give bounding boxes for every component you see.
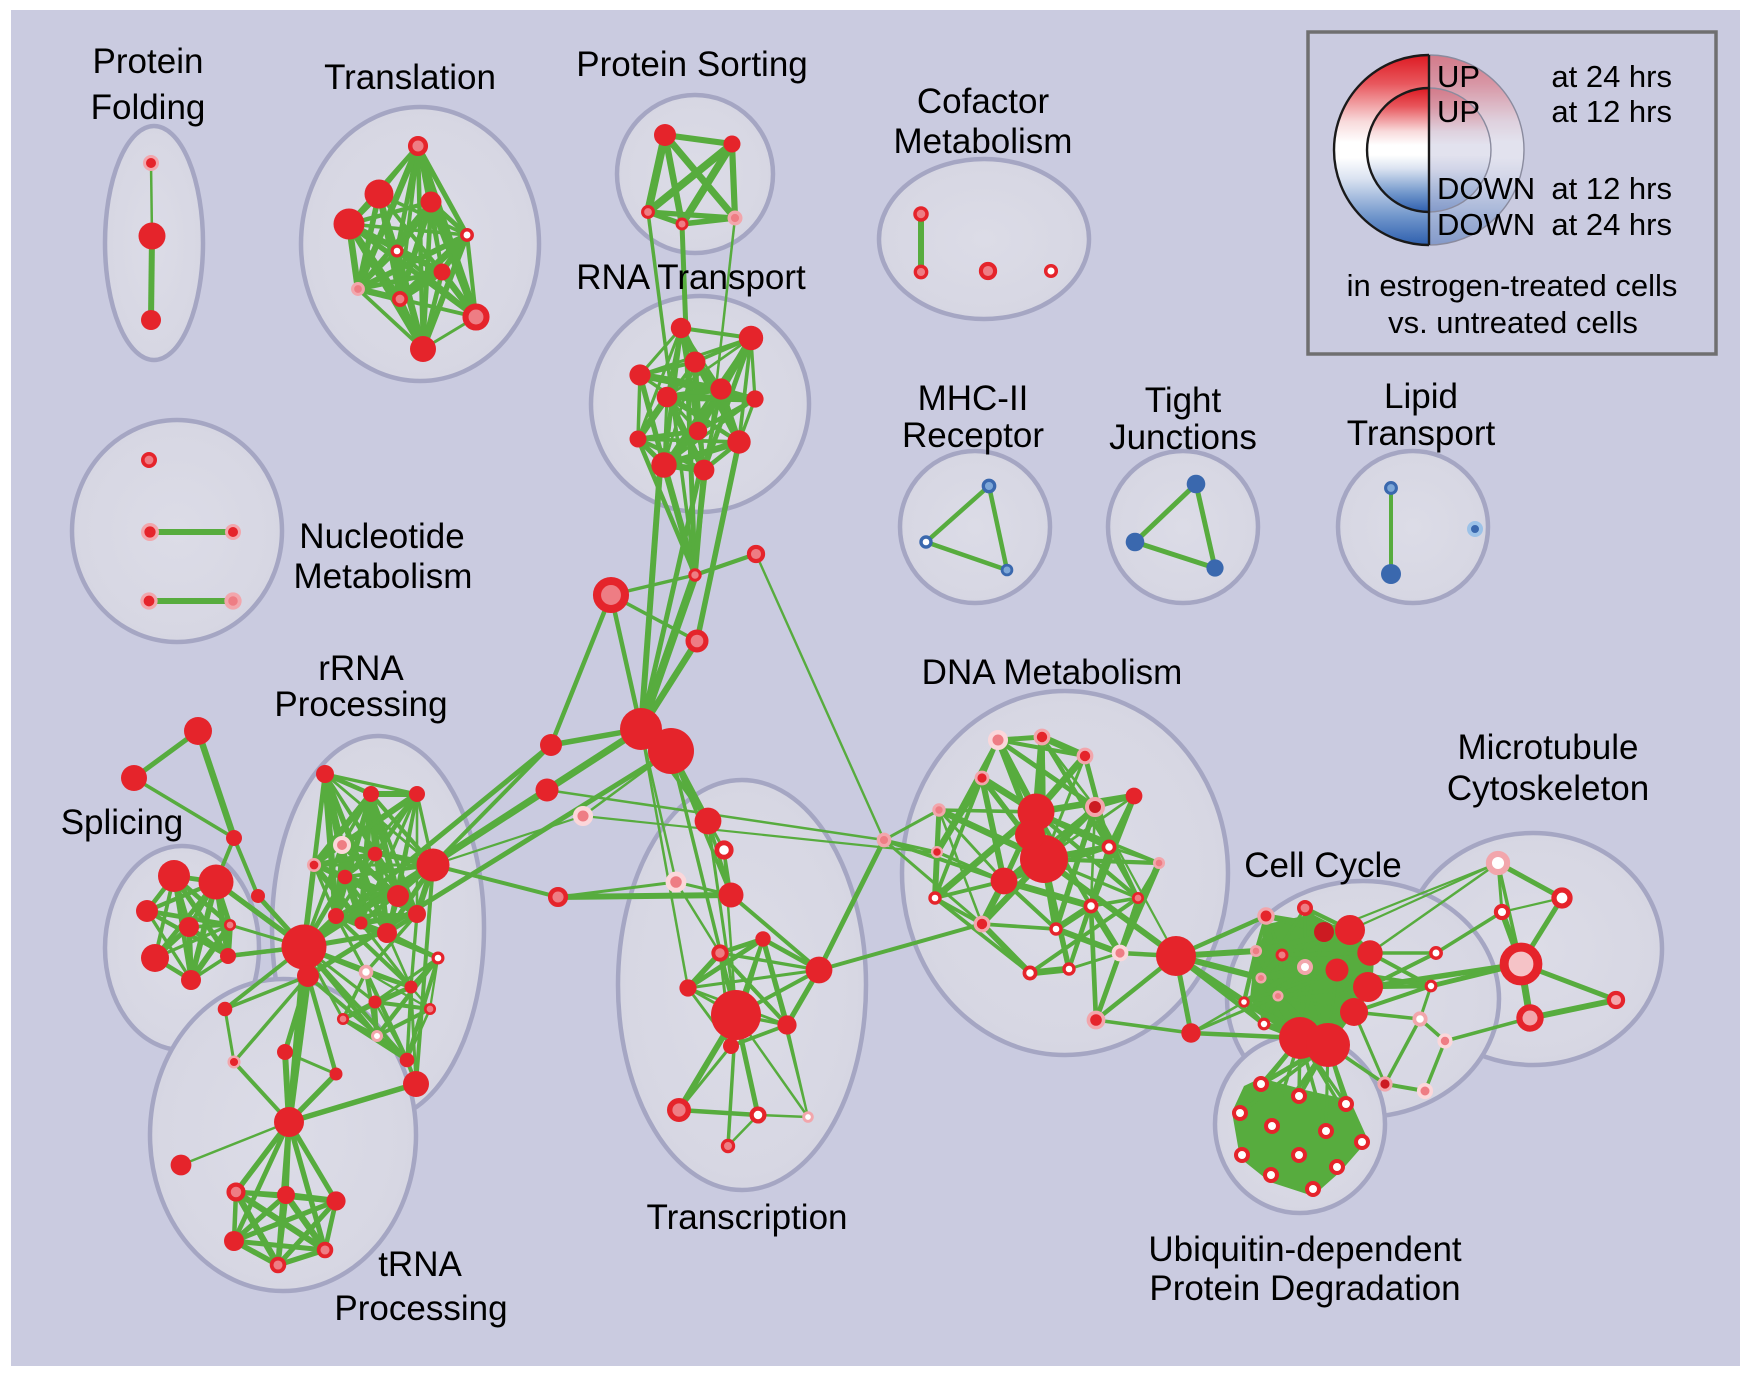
- svg-text:Processing: Processing: [334, 1289, 507, 1328]
- svg-text:DOWN: DOWN: [1437, 171, 1535, 206]
- svg-text:rRNA: rRNA: [318, 649, 404, 688]
- svg-text:in estrogen-treated cells: in estrogen-treated cells: [1347, 268, 1678, 303]
- svg-text:Protein Degradation: Protein Degradation: [1149, 1269, 1460, 1308]
- svg-text:Processing: Processing: [274, 685, 447, 724]
- svg-text:at 12 hrs: at 12 hrs: [1551, 171, 1672, 206]
- svg-text:MHC-II: MHC-II: [918, 379, 1029, 418]
- svg-text:Transcription: Transcription: [647, 1198, 848, 1237]
- svg-text:Cofactor: Cofactor: [917, 82, 1050, 121]
- svg-text:Lipid: Lipid: [1384, 377, 1458, 416]
- svg-text:Metabolism: Metabolism: [294, 557, 473, 596]
- svg-text:Folding: Folding: [91, 88, 206, 127]
- svg-text:Transport: Transport: [1347, 414, 1496, 453]
- svg-text:Nucleotide: Nucleotide: [299, 517, 464, 556]
- svg-text:DOWN: DOWN: [1437, 207, 1535, 242]
- svg-text:Tight: Tight: [1145, 381, 1222, 420]
- svg-text:Metabolism: Metabolism: [894, 122, 1073, 161]
- svg-text:tRNA: tRNA: [378, 1245, 462, 1284]
- svg-text:at 24 hrs: at 24 hrs: [1551, 207, 1672, 242]
- svg-text:DNA Metabolism: DNA Metabolism: [922, 653, 1183, 692]
- svg-text:RNA Transport: RNA Transport: [576, 258, 806, 297]
- svg-text:Translation: Translation: [324, 58, 496, 97]
- svg-text:vs. untreated cells: vs. untreated cells: [1388, 305, 1638, 340]
- svg-text:at 24 hrs: at 24 hrs: [1551, 59, 1672, 94]
- svg-text:Microtubule: Microtubule: [1458, 728, 1639, 767]
- svg-text:Protein: Protein: [93, 42, 204, 81]
- svg-text:Junctions: Junctions: [1109, 418, 1257, 457]
- svg-text:UP: UP: [1437, 59, 1480, 94]
- svg-text:Protein Sorting: Protein Sorting: [576, 45, 808, 84]
- svg-text:Splicing: Splicing: [61, 803, 184, 842]
- svg-text:at 12 hrs: at 12 hrs: [1551, 94, 1672, 129]
- svg-text:Receptor: Receptor: [902, 416, 1044, 455]
- svg-text:UP: UP: [1437, 94, 1480, 129]
- svg-text:Cytoskeleton: Cytoskeleton: [1447, 769, 1649, 808]
- svg-text:Cell Cycle: Cell Cycle: [1244, 846, 1402, 885]
- svg-text:Ubiquitin-dependent: Ubiquitin-dependent: [1148, 1230, 1462, 1269]
